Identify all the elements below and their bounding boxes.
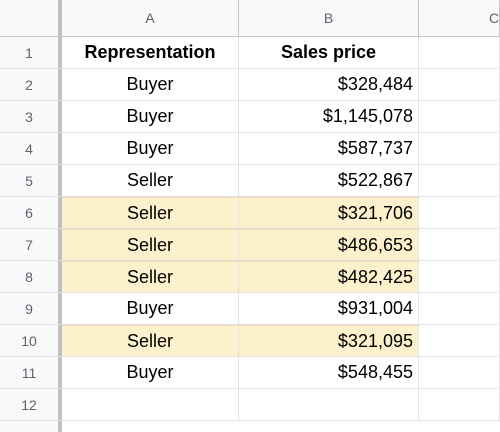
row-number[interactable]: 6 [0, 197, 62, 228]
sales-price-cell[interactable]: $328,484 [239, 69, 419, 100]
cell-c1[interactable] [419, 37, 500, 68]
row-number[interactable]: 9 [0, 293, 62, 324]
row-number[interactable]: 1 [0, 37, 62, 68]
row-number[interactable]: 8 [0, 261, 62, 292]
empty-cell[interactable] [419, 261, 500, 292]
row-number[interactable]: 7 [0, 229, 62, 260]
representation-cell[interactable]: Buyer [62, 293, 239, 324]
table-row: 4 Buyer $587,737 [0, 133, 500, 165]
column-header-c[interactable]: C [419, 0, 500, 36]
empty-cell[interactable] [419, 101, 500, 132]
row-number[interactable]: 2 [0, 69, 62, 100]
empty-cell[interactable] [419, 197, 500, 228]
row-number-partial [0, 421, 62, 432]
row-number[interactable]: 3 [0, 101, 62, 132]
table-row: 3 Buyer $1,145,078 [0, 101, 500, 133]
select-all-corner[interactable] [0, 0, 62, 36]
row-number[interactable]: 12 [0, 389, 62, 420]
sales-price-cell[interactable]: $486,653 [239, 229, 419, 260]
sales-price-cell[interactable]: $587,737 [239, 133, 419, 164]
sales-price-cell[interactable]: $1,145,078 [239, 101, 419, 132]
sales-price-cell[interactable]: $548,455 [239, 357, 419, 388]
representation-cell[interactable]: Buyer [62, 101, 239, 132]
empty-cell[interactable] [419, 133, 500, 164]
column-header-a[interactable]: A [62, 0, 239, 36]
empty-cell[interactable] [419, 293, 500, 324]
cell-a1[interactable]: Representation [62, 37, 239, 68]
empty-cell[interactable] [419, 325, 500, 356]
sales-price-cell[interactable]: $321,095 [239, 325, 419, 356]
table-row-header: 1 Representation Sales price [0, 37, 500, 69]
row-number[interactable]: 11 [0, 357, 62, 388]
table-row: 7 Seller $486,653 [0, 229, 500, 261]
cell-a12[interactable] [62, 389, 239, 420]
empty-cell[interactable] [419, 165, 500, 196]
empty-cell[interactable] [419, 229, 500, 260]
representation-cell[interactable]: Seller [62, 261, 239, 292]
representation-cell[interactable]: Buyer [62, 357, 239, 388]
table-row: 8 Seller $482,425 [0, 261, 500, 293]
representation-cell[interactable]: Seller [62, 229, 239, 260]
row-number[interactable]: 5 [0, 165, 62, 196]
representation-cell[interactable]: Seller [62, 197, 239, 228]
sales-price-cell[interactable]: $321,706 [239, 197, 419, 228]
table-row-empty: 12 [0, 389, 500, 421]
table-row: 10 Seller $321,095 [0, 325, 500, 357]
sales-price-cell[interactable]: $522,867 [239, 165, 419, 196]
table-row: 9 Buyer $931,004 [0, 293, 500, 325]
representation-cell[interactable]: Buyer [62, 133, 239, 164]
sales-price-cell[interactable]: $931,004 [239, 293, 419, 324]
cell-c12[interactable] [419, 389, 500, 420]
table-row: 6 Seller $321,706 [0, 197, 500, 229]
empty-cell[interactable] [419, 357, 500, 388]
row-number[interactable]: 10 [0, 325, 62, 356]
representation-cell[interactable]: Seller [62, 325, 239, 356]
column-header-row: A B C [0, 0, 500, 37]
column-header-b[interactable]: B [239, 0, 419, 36]
empty-cell[interactable] [419, 69, 500, 100]
sales-price-cell[interactable]: $482,425 [239, 261, 419, 292]
representation-cell[interactable]: Seller [62, 165, 239, 196]
cell-b12[interactable] [239, 389, 419, 420]
table-row: 5 Seller $522,867 [0, 165, 500, 197]
representation-cell[interactable]: Buyer [62, 69, 239, 100]
table-row: 2 Buyer $328,484 [0, 69, 500, 101]
table-row: 11 Buyer $548,455 [0, 357, 500, 389]
cell-b1[interactable]: Sales price [239, 37, 419, 68]
row-number[interactable]: 4 [0, 133, 62, 164]
